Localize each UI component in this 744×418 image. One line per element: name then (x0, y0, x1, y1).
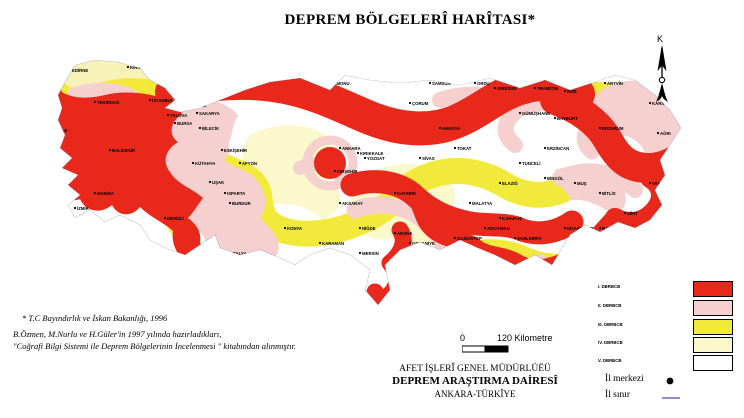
svg-text:UŞAK: UŞAK (212, 180, 225, 185)
svg-text:AFYON: AFYON (242, 161, 257, 166)
svg-text:BİNGÖL: BİNGÖL (547, 176, 564, 181)
svg-text:KIRKLARELİ: KIRKLARELİ (130, 65, 156, 70)
svg-text:MERSİN: MERSİN (362, 251, 379, 256)
svg-text:HAKKARİ: HAKKARİ (687, 241, 707, 246)
svg-text:ELAZIĞ: ELAZIĞ (502, 181, 518, 186)
svg-text:SAMSUN: SAMSUN (432, 81, 451, 86)
svg-text:ADIYAMAN: ADIYAMAN (487, 226, 510, 231)
svg-text:DENİZLİ: DENİZLİ (167, 216, 184, 221)
svg-text:VAN: VAN (652, 181, 661, 186)
svg-text:SİNOP: SİNOP (357, 59, 371, 64)
svg-text:GİRESUN: GİRESUN (497, 86, 517, 91)
svg-text:KİLİS: KİLİS (452, 251, 463, 256)
svg-text:IĞDIR: IĞDIR (682, 116, 695, 121)
svg-text:KAYSERİ: KAYSERİ (397, 191, 416, 196)
svg-text:AĞRI: AĞRI (660, 131, 671, 136)
svg-text:ANTALYA: ANTALYA (227, 251, 246, 256)
svg-text:MUĞLA: MUĞLA (142, 243, 158, 248)
svg-text:ÇORUM: ÇORUM (412, 101, 429, 106)
svg-text:GAZİANTEP: GAZİANTEP (457, 236, 482, 241)
svg-text:BAYBURT: BAYBURT (557, 116, 578, 121)
svg-text:KONYA: KONYA (287, 226, 302, 231)
svg-text:ANKARA: ANKARA (342, 146, 361, 151)
svg-text:AKSARAY: AKSARAY (342, 201, 363, 206)
svg-text:ESKİŞEHİR: ESKİŞEHİR (224, 148, 248, 153)
svg-text:İSTANBUL: İSTANBUL (152, 98, 174, 103)
svg-text:ÇANAKKALE: ÇANAKKALE (40, 128, 67, 133)
svg-text:ARTVİN: ARTVİN (607, 81, 623, 86)
svg-text:TRABZON: TRABZON (537, 86, 558, 91)
svg-text:MUŞ: MUŞ (577, 181, 587, 186)
svg-text:KIRŞEHİR: KIRŞEHİR (337, 169, 358, 174)
svg-text:MALATYA: MALATYA (472, 201, 492, 206)
svg-text:HATAY: HATAY (422, 291, 436, 296)
svg-text:YOZGAT: YOZGAT (367, 156, 385, 161)
svg-text:KOCAELİ: KOCAELİ (187, 103, 206, 108)
svg-text:YALOVA: YALOVA (170, 113, 187, 118)
svg-text:TOKAT: TOKAT (457, 146, 472, 151)
svg-text:MARDİN: MARDİN (587, 251, 604, 256)
svg-text:DİYARBAKIR: DİYARBAKIR (567, 226, 594, 231)
svg-text:ŞIRNAK: ŞIRNAK (657, 226, 674, 231)
svg-text:K: K (657, 34, 663, 44)
svg-text:ISPARTA: ISPARTA (227, 191, 245, 196)
svg-text:GÜMÜŞHANE: GÜMÜŞHANE (522, 111, 550, 116)
svg-text:ORDU: ORDU (477, 81, 490, 86)
svg-text:BATMAN: BATMAN (602, 226, 620, 231)
svg-text:SAKARYA: SAKARYA (199, 111, 220, 116)
svg-text:BURDUR: BURDUR (232, 201, 252, 206)
svg-text:BARTIN: BARTIN (292, 66, 308, 71)
svg-text:BİLECİK: BİLECİK (202, 126, 220, 131)
svg-text:ZONGULDAK: ZONGULDAK (252, 76, 280, 81)
svg-text:ŞANLIURFA: ŞANLIURFA (517, 236, 542, 241)
svg-text:BALIKESİR: BALIKESİR (112, 148, 136, 153)
svg-text:BURSA: BURSA (177, 121, 192, 126)
svg-text:ERZURUM: ERZURUM (602, 126, 624, 131)
svg-text:ADANA: ADANA (397, 231, 413, 236)
svg-text:İZMİR: İZMİR (77, 206, 90, 211)
svg-text:ERZİNCAN: ERZİNCAN (547, 146, 569, 151)
svg-text:TEKİRDAĞ: TEKİRDAĞ (97, 100, 120, 105)
svg-text:SİVAS: SİVAS (422, 156, 435, 161)
svg-text:EDİRNE: EDİRNE (72, 68, 88, 73)
svg-text:NİĞDE: NİĞDE (362, 226, 376, 231)
svg-text:AYDIN: AYDIN (112, 223, 125, 228)
svg-text:KÜTAHYA: KÜTAHYA (195, 161, 215, 166)
svg-text:OSMANİYE: OSMANİYE (412, 241, 435, 246)
svg-text:RİZE: RİZE (567, 89, 577, 94)
svg-text:KASTAMONU: KASTAMONU (322, 81, 350, 86)
svg-text:SİİRT: SİİRT (627, 211, 638, 216)
svg-text:BİTLİS: BİTLİS (602, 191, 616, 196)
svg-text:TUNCELİ: TUNCELİ (522, 161, 541, 166)
svg-text:KARAMAN: KARAMAN (322, 241, 344, 246)
svg-text:K.MARAŞ: K.MARAŞ (502, 216, 522, 221)
svg-text:AMASYA: AMASYA (442, 126, 460, 131)
svg-text:MANİSA: MANİSA (97, 191, 114, 196)
